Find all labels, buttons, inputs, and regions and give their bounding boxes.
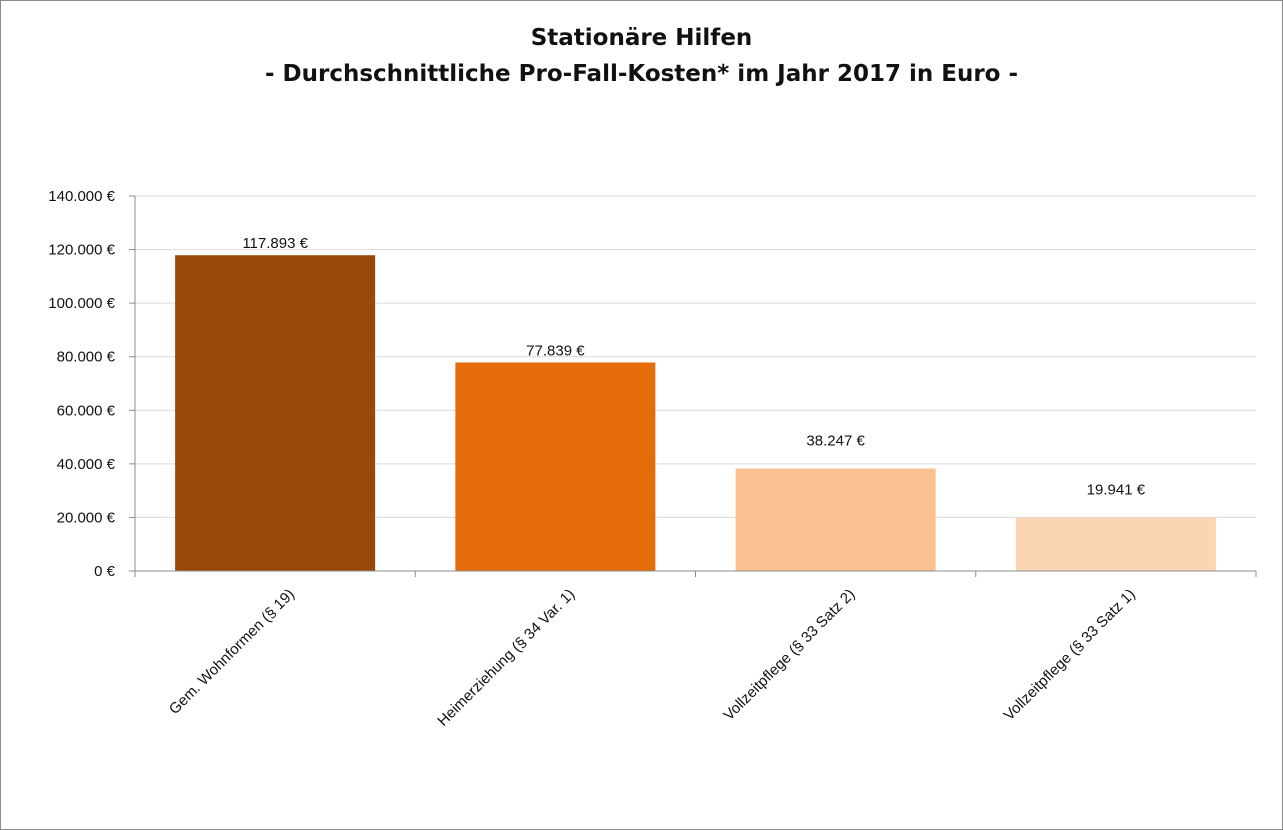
y-tick-label: 80.000 € xyxy=(57,349,116,366)
x-axis xyxy=(134,570,1257,577)
bar xyxy=(1015,517,1216,571)
chart-subtitle: - Durchschnittliche Pro-Fall-Kosten* im … xyxy=(264,61,1019,87)
y-tick-label: 60.000 € xyxy=(57,402,116,419)
data-label: 19.941 € xyxy=(1087,482,1146,499)
y-tick-label: 0 € xyxy=(94,563,116,580)
chart-title: Stationäre Hilfen xyxy=(530,25,753,51)
data-label: 38.247 € xyxy=(806,433,865,450)
y-axis-tick-labels: 0 € 20.000 € 40.000 € 60.000 € 80.000 € 100.0… xyxy=(48,188,136,580)
category-label: Gem. Wohnformen (§ 19) xyxy=(166,586,298,718)
category-label: Vollzeitpflege (§ 33 Satz 1) xyxy=(1000,586,1138,724)
data-label: 117.893 € xyxy=(242,235,308,252)
bars xyxy=(175,255,1216,571)
bar xyxy=(735,468,936,571)
bar xyxy=(175,255,376,571)
y-tick-label: 40.000 € xyxy=(57,456,116,473)
y-tick-label: 140.000 € xyxy=(48,188,115,205)
chart-title-block: Stationäre Hilfen - Durchschnittliche Pr… xyxy=(0,20,1283,92)
bar xyxy=(455,362,656,571)
y-tick-label: 120.000 € xyxy=(48,242,115,259)
data-labels: 117.893 € 77.839 € 38.247 € 19.941 € xyxy=(242,235,1145,498)
category-label: Vollzeitpflege (§ 33 Satz 2) xyxy=(720,586,858,724)
y-tick-label: 100.000 € xyxy=(48,295,115,312)
y-tick-label: 20.000 € xyxy=(57,509,116,526)
data-label: 77.839 € xyxy=(526,343,585,360)
category-label: Heimerziehung (§ 34 Var. 1) xyxy=(434,586,578,730)
category-labels: Gem. Wohnformen (§ 19) Heimerziehung (§ 3… xyxy=(166,586,1139,730)
